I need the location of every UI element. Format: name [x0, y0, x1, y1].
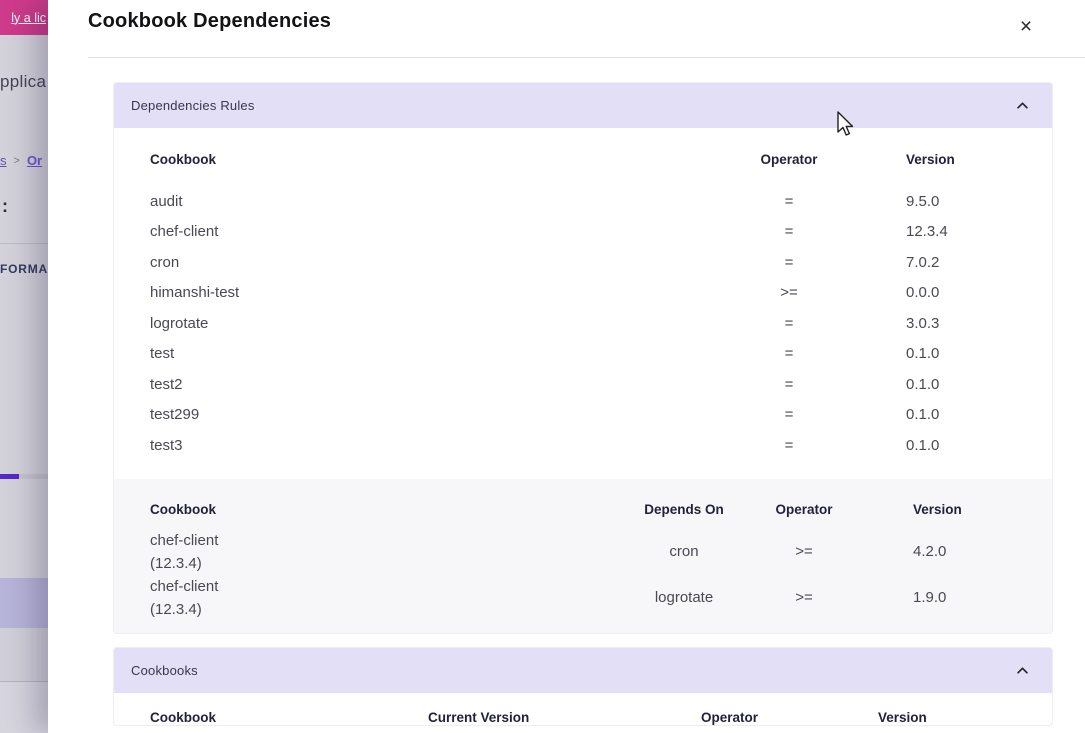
version-cell: 3.0.3	[906, 314, 940, 332]
version-cell: 0.1.0	[906, 436, 940, 454]
rules-table: Cookbook Operator Version audit = 9.5.0 …	[114, 128, 1052, 461]
dependencies-table: Cookbook Depends On Operator Version che…	[114, 478, 1052, 633]
version-cell: 12.3.4	[906, 223, 948, 241]
operator-cell: >=	[795, 589, 813, 606]
table-row: test3 = 0.1.0	[114, 430, 1052, 461]
table-row: chef-client (12.3.4) cron >= 4.2.0	[114, 529, 1052, 575]
operator-cell: =	[784, 223, 794, 241]
version-cell: 0.1.0	[906, 406, 940, 424]
cookbooks-table-header: Cookbook Current Version Operator Versio…	[114, 710, 1052, 725]
cookbook-dependencies-modal: Cookbook Dependencies × Dependencies Rul…	[48, 0, 1085, 733]
cookbooks-accordion-toggle[interactable]: Cookbooks	[114, 647, 1052, 693]
column-header-version: Version	[906, 151, 955, 167]
version-cell: 4.2.0	[913, 543, 947, 560]
column-header-operator: Operator	[760, 151, 818, 167]
background-row	[0, 682, 48, 733]
background-page: ly a lic pplica s > Or : FORMA	[0, 0, 48, 733]
license-link[interactable]: ly a lic	[11, 10, 46, 25]
column-header-current-version: Current Version	[428, 709, 530, 725]
column-header-operator: Operator	[775, 502, 833, 517]
operator-cell: =	[784, 314, 794, 332]
table-row: logrotate = 3.0.3	[114, 308, 1052, 339]
table-row: test2 = 0.1.0	[114, 369, 1052, 400]
column-header-operator: Operator	[701, 709, 759, 725]
column-header-cookbook: Cookbook	[150, 502, 216, 517]
version-cell: 1.9.0	[913, 589, 947, 606]
close-icon: ×	[1019, 15, 1033, 38]
column-header-depends-on: Depends On	[644, 502, 724, 517]
operator-cell: =	[784, 406, 794, 424]
table-row: audit = 9.5.0	[114, 186, 1052, 217]
cookbook-cell: test	[150, 345, 175, 363]
dependencies-table-header: Cookbook Depends On Operator Version	[114, 491, 1052, 529]
version-cell: 0.1.0	[906, 345, 940, 363]
operator-cell: =	[784, 253, 794, 271]
table-row: test = 0.1.0	[114, 339, 1052, 370]
background-title-fragment: :	[2, 196, 8, 216]
chevron-up-icon	[1017, 666, 1028, 674]
version-cell: 0.1.0	[906, 375, 940, 393]
background-tab-fragment: FORMA	[0, 262, 48, 276]
background-heading-fragment: pplica	[0, 72, 47, 91]
modal-header-divider	[88, 57, 1085, 58]
column-header-version: Version	[913, 502, 962, 517]
chevron-up-icon	[1017, 102, 1028, 109]
cookbook-cell: test3	[150, 436, 183, 454]
background-row	[0, 628, 48, 682]
cookbook-cell: cron	[150, 253, 180, 271]
dependencies-rules-accordion-toggle[interactable]: Dependencies Rules	[114, 83, 1052, 128]
cookbook-cell: test299	[150, 406, 200, 424]
operator-cell: >=	[780, 284, 798, 302]
table-row: cron = 7.0.2	[114, 247, 1052, 278]
dependencies-table-body: chef-client (12.3.4) cron >= 4.2.0 chef-…	[114, 529, 1052, 621]
operator-cell: >=	[795, 543, 813, 560]
table-row: test299 = 0.1.0	[114, 400, 1052, 431]
close-button[interactable]: ×	[1013, 14, 1039, 40]
table-row: himanshi-test >= 0.0.0	[114, 278, 1052, 309]
dependencies-rules-section: Dependencies Rules Cookbook Operator Ver…	[113, 82, 1053, 634]
progress-bar-fill	[0, 474, 19, 479]
cookbook-cell: chef-client (12.3.4)	[150, 529, 624, 575]
breadcrumb-separator-icon: >	[13, 154, 20, 167]
cookbook-cell: himanshi-test	[150, 284, 240, 302]
column-header-version: Version	[878, 709, 927, 725]
cookbook-cell: audit	[150, 192, 183, 210]
operator-cell: =	[784, 375, 794, 393]
cookbook-cell: chef-client	[150, 223, 219, 241]
cookbook-version: (12.3.4)	[150, 554, 202, 572]
breadcrumb-link[interactable]: Or	[26, 153, 43, 168]
rules-table-header: Cookbook Operator Version	[114, 128, 1052, 180]
section-title: Dependencies Rules	[131, 98, 255, 113]
section-title: Cookbooks	[131, 662, 198, 678]
version-cell: 9.5.0	[906, 192, 940, 210]
modal-title: Cookbook Dependencies	[88, 10, 332, 32]
cookbook-cell: logrotate	[150, 314, 209, 332]
version-cell: 0.0.0	[906, 284, 940, 302]
cookbook-cell: test2	[150, 375, 183, 393]
cookbooks-section: Cookbooks Cookbook Current Version Opera…	[113, 646, 1053, 726]
cookbook-cell: chef-client (12.3.4)	[150, 575, 624, 621]
depends-on-cell: logrotate	[654, 589, 714, 606]
breadcrumb-prefix[interactable]: s	[0, 153, 7, 168]
background-divider	[0, 243, 48, 244]
depends-on-cell: cron	[669, 543, 699, 560]
column-header-cookbook: Cookbook	[150, 709, 216, 725]
operator-cell: =	[784, 192, 794, 210]
cookbook-name: chef-client	[150, 577, 219, 595]
modal-body: Dependencies Rules Cookbook Operator Ver…	[113, 82, 1053, 733]
table-row: chef-client (12.3.4) logrotate >= 1.9.0	[114, 575, 1052, 621]
table-row: chef-client = 12.3.4	[114, 217, 1052, 248]
version-cell: 7.0.2	[906, 253, 940, 271]
operator-cell: =	[784, 436, 794, 454]
column-header-cookbook: Cookbook	[150, 151, 216, 167]
rules-table-body: audit = 9.5.0 chef-client = 12.3.4 cron …	[114, 186, 1052, 461]
background-selected-row	[0, 578, 48, 628]
progress-bar	[0, 474, 48, 479]
breadcrumb: s > Or	[0, 153, 42, 168]
operator-cell: =	[784, 345, 794, 363]
license-banner: ly a lic	[0, 0, 48, 35]
cookbook-version: (12.3.4)	[150, 600, 202, 618]
cookbook-name: chef-client	[150, 531, 219, 549]
